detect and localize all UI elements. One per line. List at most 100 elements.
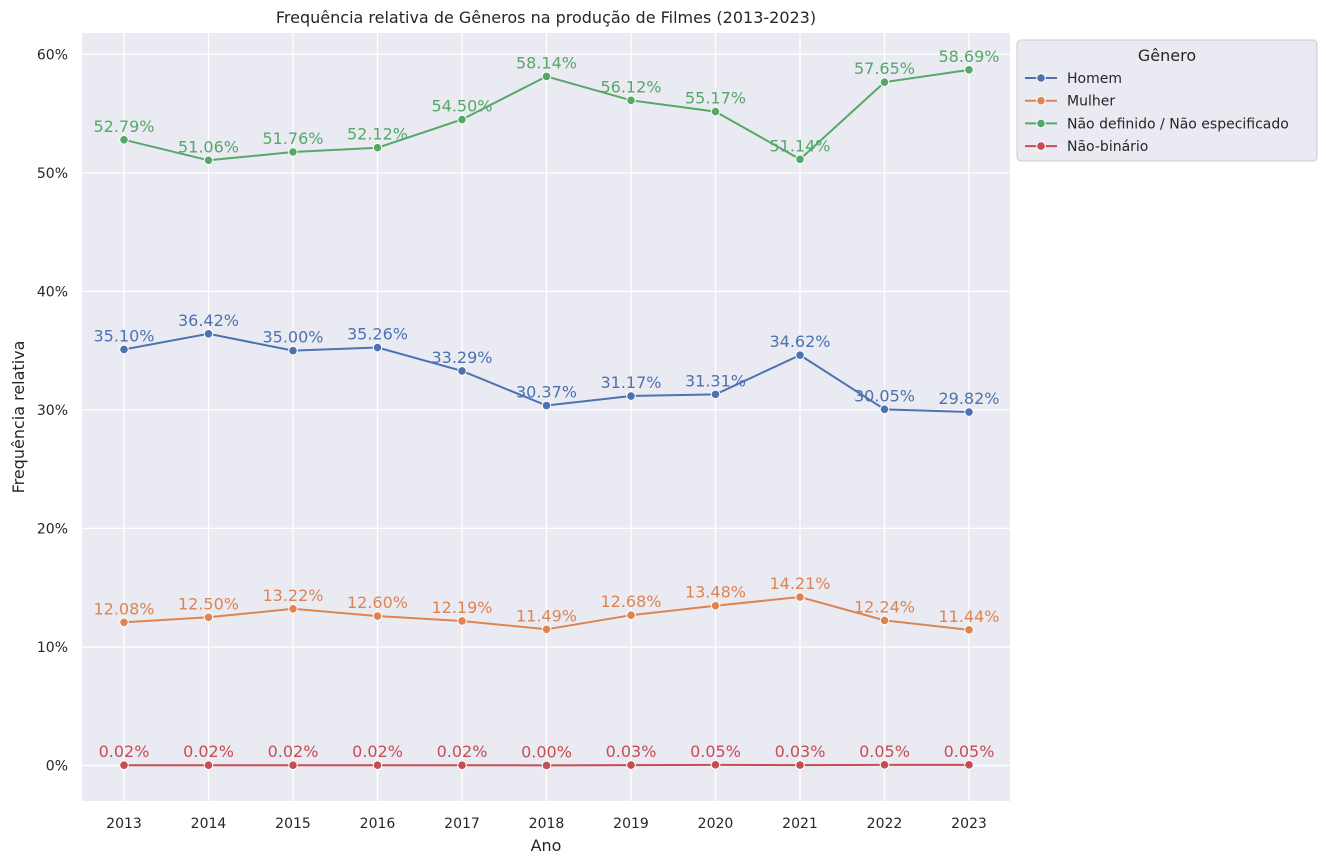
data-point: [710, 600, 721, 611]
x-tick-label: 2021: [782, 816, 818, 832]
data-point: [203, 155, 214, 166]
data-point: [457, 616, 467, 626]
data-label: 0.02%: [268, 742, 319, 761]
y-axis-label: Frequência relativa: [9, 341, 28, 494]
data-point: [203, 329, 214, 339]
legend-marker: [1036, 95, 1046, 106]
data-label: 31.31%: [685, 371, 746, 390]
data-label: 52.79%: [93, 117, 154, 136]
data-point: [288, 345, 298, 356]
data-point: [964, 625, 974, 635]
data-point: [964, 760, 974, 770]
data-point: [879, 760, 890, 770]
data-label: 52.12%: [347, 125, 408, 144]
data-point: [203, 760, 214, 771]
data-label: 14.21%: [769, 574, 830, 593]
data-point: [795, 154, 805, 165]
legend-marker: [1036, 118, 1046, 129]
data-point: [372, 760, 383, 771]
data-point: [964, 407, 974, 417]
data-point: [626, 391, 636, 401]
x-tick-label: 2018: [529, 816, 565, 832]
data-point: [457, 366, 467, 376]
data-label: 13.48%: [685, 583, 746, 602]
y-tick-label: 40%: [37, 284, 68, 300]
data-label: 51.06%: [178, 137, 239, 156]
legend-marker: [1036, 73, 1046, 83]
data-label: 30.05%: [854, 386, 915, 405]
data-point: [541, 760, 552, 771]
data-label: 11.44%: [938, 607, 999, 626]
data-point: [964, 65, 974, 75]
y-tick-labels: 0% 10% 20% 30% 40% 50% 60%: [37, 47, 68, 774]
data-label: 0.02%: [99, 742, 150, 761]
data-label: 58.69%: [938, 47, 999, 66]
data-point: [541, 400, 552, 411]
data-labels: 35.10% 36.42% 35.00% 35.26% 33.29% 30.37% 31.1…: [93, 47, 999, 762]
data-label: 0.03%: [606, 742, 657, 761]
data-point: [626, 760, 636, 770]
data-label: 0.02%: [437, 742, 488, 761]
data-label: 12.19%: [431, 598, 492, 617]
data-label: 0.03%: [775, 742, 826, 761]
data-label: 0.05%: [944, 742, 995, 761]
data-label: 51.14%: [769, 136, 830, 155]
data-label: 11.49%: [516, 606, 577, 625]
x-tick-label: 2019: [613, 816, 649, 832]
data-point: [541, 71, 552, 82]
y-tick-label: 50%: [37, 166, 68, 182]
data-label: 34.62%: [769, 332, 830, 351]
data-label: 12.50%: [178, 594, 239, 613]
data-point: [879, 77, 890, 87]
data-label: 58.14%: [516, 53, 577, 72]
data-point: [457, 760, 467, 771]
data-label: 0.02%: [352, 742, 403, 761]
legend-box: [1016, 39, 1318, 162]
legend-items: Homem Mulher Não definido / Não especifica…: [1025, 71, 1289, 155]
data-label: 55.17%: [685, 89, 746, 108]
data-label: 35.00%: [262, 328, 323, 347]
data-label: 33.29%: [431, 348, 492, 367]
data-point: [119, 344, 129, 355]
data-label: 29.82%: [938, 389, 999, 408]
data-label: 0.02%: [183, 742, 234, 761]
x-axis-label: Ano: [531, 836, 562, 855]
series-points: [119, 65, 974, 771]
x-tick-label: 2013: [106, 816, 142, 832]
data-label: 12.24%: [854, 597, 915, 616]
x-tick-label: 2023: [951, 816, 987, 832]
data-label: 31.17%: [600, 373, 661, 392]
data-point: [626, 95, 636, 106]
data-label: 35.10%: [93, 326, 154, 345]
data-point: [119, 617, 129, 628]
y-tick-label: 30%: [37, 403, 68, 419]
x-tick-label: 2020: [698, 816, 734, 832]
y-tick-label: 10%: [37, 640, 68, 656]
legend-marker: [1036, 141, 1046, 151]
x-tick-label: 2016: [360, 816, 396, 832]
data-label: 30.37%: [516, 383, 577, 402]
data-label: 0.05%: [690, 742, 741, 761]
data-point: [795, 592, 805, 602]
data-point: [288, 147, 298, 157]
x-tick-label: 2015: [275, 816, 311, 832]
x-tick-labels: 2013 2014 2015 2016 2017 2018 2019 2020 2021 2022…: [106, 816, 987, 832]
data-point: [119, 134, 129, 145]
data-label: 12.08%: [93, 599, 154, 618]
x-tick-label: 2022: [867, 816, 903, 832]
data-label: 0.05%: [859, 742, 910, 761]
data-point: [879, 404, 890, 415]
x-tick-label: 2017: [444, 816, 480, 832]
data-point: [710, 760, 721, 770]
legend-label: Homem: [1067, 71, 1122, 87]
legend-title: Gênero: [1138, 46, 1196, 65]
data-label: 51.76%: [262, 129, 323, 148]
y-tick-label: 60%: [37, 47, 68, 63]
legend-label: Não-binário: [1067, 139, 1148, 155]
data-label: 12.68%: [600, 592, 661, 611]
y-tick-label: 20%: [37, 521, 68, 537]
data-point: [710, 389, 721, 400]
data-point: [119, 760, 129, 771]
chart-title: Frequência relativa de Gêneros na produç…: [276, 8, 816, 27]
